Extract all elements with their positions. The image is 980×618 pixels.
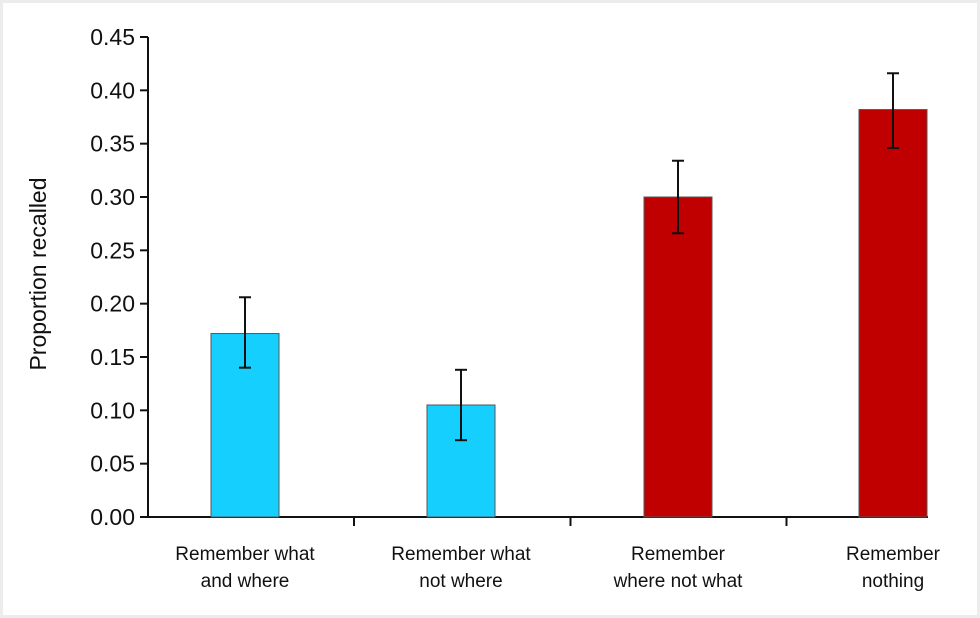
y-tick-label: 0.35	[90, 131, 135, 157]
category-label: Remember what	[175, 544, 315, 565]
bars	[210, 109, 928, 518]
category-label: nothing	[862, 571, 924, 592]
y-tick-label: 0.20	[90, 291, 135, 317]
category-label: Remember what	[391, 544, 531, 565]
category-label: not where	[419, 571, 502, 592]
bar-chart: 0.00 0.05 0.10 0.15 0.20 0.25 0.30 0.35 0.40 0.45…	[25, 24, 941, 592]
figure-frame: 0.00 0.05 0.10 0.15 0.20 0.25 0.30 0.35 0.40 0.45…	[3, 3, 977, 615]
category-label: where not what	[613, 571, 744, 592]
y-tick-label: 0.45	[90, 24, 135, 50]
y-tick-label: 0.05	[90, 451, 135, 477]
category-labels: Remember what and where Remember what not w…	[175, 544, 940, 592]
category-label: Remember	[846, 544, 941, 565]
y-tick-label: 0.15	[90, 344, 135, 370]
y-tick-label: 0.25	[90, 237, 135, 263]
category-label: Remember	[631, 544, 726, 565]
x-axis	[148, 516, 928, 526]
category-label: and where	[201, 571, 290, 592]
y-tick-label: 0.10	[90, 397, 135, 423]
y-tick-label: 0.30	[90, 184, 135, 210]
bar	[643, 196, 713, 518]
y-tick-label: 0.00	[90, 504, 135, 530]
y-axis-title: Proportion recalled	[25, 177, 51, 370]
y-tick-label: 0.40	[90, 77, 135, 103]
bar	[858, 109, 928, 518]
y-axis: 0.00 0.05 0.10 0.15 0.20 0.25 0.30 0.35 0.40 0.45	[90, 24, 149, 530]
error-bars	[239, 72, 899, 442]
